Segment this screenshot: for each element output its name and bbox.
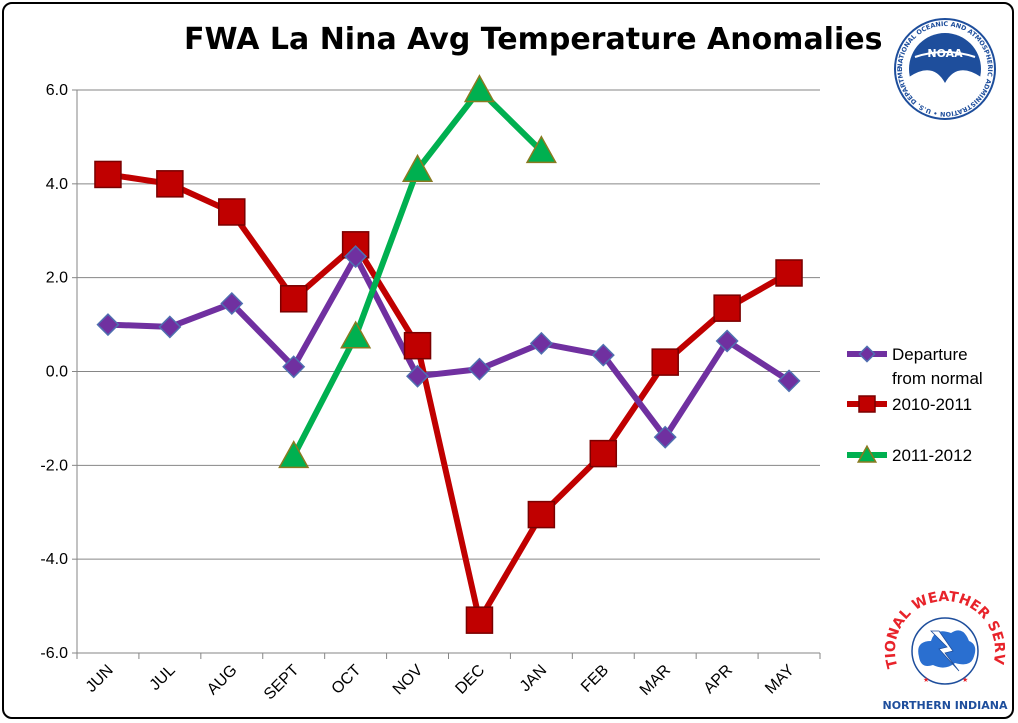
- data-point-square: [651, 348, 679, 376]
- data-point-diamond: [777, 369, 801, 393]
- x-tick-label: APR: [701, 662, 736, 697]
- series-lines: [107, 87, 791, 624]
- legend-marker: [858, 345, 876, 363]
- x-tick-label: OCT: [329, 662, 365, 698]
- data-point-diamond: [715, 329, 739, 353]
- noaa-logo: NOAA NATIONAL OCEANIC AND ATMOSPHERIC AD…: [894, 18, 996, 120]
- legend-marker: [858, 395, 876, 413]
- data-point-square: [218, 198, 246, 226]
- nws-star-right: ★: [962, 676, 968, 684]
- data-point-square: [465, 606, 494, 634]
- x-tick-label: MAY: [762, 662, 798, 698]
- nws-office-text: NORTHERN INDIANA: [882, 699, 1008, 712]
- y-tick-label: -2.0: [40, 457, 68, 474]
- y-tick-label: -6.0: [40, 645, 68, 662]
- x-tick-label: SEPT: [261, 662, 303, 704]
- legend-label: Departure from normal: [892, 345, 983, 388]
- data-point-square: [279, 285, 308, 313]
- data-point-square: [527, 500, 556, 529]
- data-point-diamond: [406, 364, 430, 388]
- data-point-square: [589, 439, 618, 468]
- x-tick-label: DEC: [452, 662, 488, 698]
- x-tick-label: JUN: [83, 662, 117, 696]
- nws-star-left: ★: [923, 676, 929, 684]
- series-line-2: [291, 87, 544, 458]
- series-markers: [94, 74, 803, 634]
- data-point-diamond: [282, 355, 306, 379]
- data-point-square: [775, 259, 803, 287]
- y-tick-label: -4.0: [40, 551, 68, 568]
- data-point-diamond: [96, 313, 120, 337]
- y-tick-label: 6.0: [46, 82, 68, 99]
- data-point-diamond: [158, 315, 182, 339]
- chart-title: FWA La Nina Avg Temperature Anomalies: [184, 22, 883, 57]
- data-point-diamond: [344, 245, 368, 269]
- chart-canvas: 6.0 4.0 2.0 0.0 -2.0 -4.0 -6.0 JUN JUL AUG SEPT OCT…: [40, 18, 1008, 712]
- y-tick-label: 0.0: [46, 364, 68, 381]
- x-tick-label: NOV: [390, 662, 427, 699]
- data-point-triangle: [463, 74, 496, 103]
- x-tick-label: JAN: [517, 662, 550, 695]
- noaa-text: NOAA: [927, 47, 963, 60]
- data-point-diamond: [529, 331, 553, 355]
- x-tick-label: JUL: [147, 662, 179, 694]
- y-tick-label: 2.0: [46, 270, 68, 287]
- data-point-diamond: [591, 343, 615, 367]
- data-point-diamond: [467, 357, 491, 381]
- legend: Departure from normal 2010-2011 2011-2012: [847, 345, 983, 465]
- data-point-triangle: [278, 440, 310, 469]
- x-tick-label: FEB: [578, 662, 612, 696]
- y-tick-label: 4.0: [46, 176, 68, 193]
- series-line-0: [107, 253, 791, 441]
- legend-label: 2011-2012: [892, 446, 972, 465]
- legend-label: 2010-2011: [892, 395, 972, 414]
- data-point-triangle: [525, 135, 557, 164]
- x-tick-label: AUG: [204, 662, 241, 699]
- data-point-triangle: [401, 153, 434, 182]
- data-point-square: [94, 160, 122, 189]
- data-point-square: [403, 331, 432, 360]
- data-point-square: [713, 294, 741, 322]
- data-point-diamond: [653, 425, 677, 449]
- x-tick-label: MAR: [637, 662, 674, 699]
- data-point-triangle: [340, 320, 372, 349]
- nws-logo: NATIONAL WEATHER SERVICE ★ ★ NORTHERN IN…: [882, 589, 1008, 712]
- series-line-1: [107, 171, 791, 624]
- legend-marker: [856, 444, 878, 463]
- data-point-diamond: [220, 291, 244, 315]
- data-point-square: [156, 170, 184, 198]
